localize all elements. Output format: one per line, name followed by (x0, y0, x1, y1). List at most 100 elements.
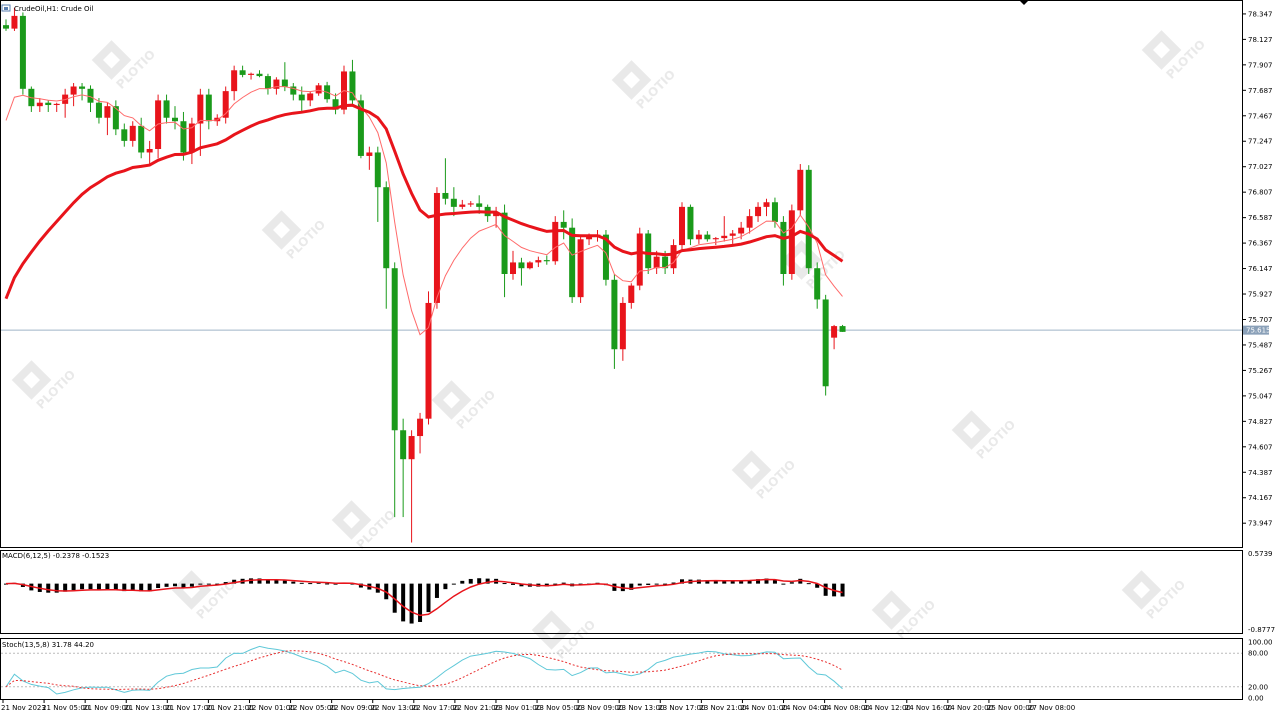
candle-body (138, 125, 145, 153)
candle-body (602, 234, 609, 280)
time-tick-label: 25 Nov 00:00 (987, 704, 1034, 712)
time-tick-label: 21 Nov 09:00 (83, 704, 130, 712)
time-tick-label: 21 Nov 21:00 (206, 704, 253, 712)
macd-bar (671, 582, 676, 584)
macd-bar (468, 578, 473, 584)
stoch-signal-line (5, 650, 843, 691)
price-tick-label: 74.607 (1248, 443, 1273, 451)
macd-bar (105, 583, 110, 590)
candle-body (560, 221, 567, 228)
candle-body (645, 233, 652, 269)
stoch-tick-label: 20.00 (1248, 683, 1268, 691)
candle-body (129, 125, 136, 141)
macd-bar (460, 580, 465, 584)
candle-body (518, 262, 525, 269)
candle-body (366, 152, 373, 156)
time-tick-label: 21 Nov 2023 (1, 704, 46, 712)
price-tick-label: 76.587 (1248, 214, 1273, 222)
candle-body (577, 239, 584, 298)
macd-bar (358, 583, 363, 588)
macd-bar (113, 583, 118, 591)
candle-body (763, 202, 770, 207)
macd-tick-label: 0.5739 (1248, 550, 1273, 558)
candle-body (408, 436, 415, 460)
price-tick-label: 77.027 (1248, 163, 1273, 171)
macd-bar (88, 583, 93, 590)
time-tick-label: 24 Nov 16:00 (905, 704, 952, 712)
time-tick-label: 22 Nov 13:00 (371, 704, 418, 712)
macd-bar (443, 583, 448, 590)
macd-bar (713, 580, 718, 584)
price-tick-label: 74.167 (1248, 494, 1273, 502)
macd-bar (409, 583, 414, 624)
macd-bar (71, 583, 76, 591)
candle-body (814, 268, 821, 300)
candle-body (831, 326, 838, 338)
time-tick-label: 27 Nov 08:00 (1028, 704, 1075, 712)
price-tick-label: 73.947 (1248, 520, 1273, 528)
macd-bar (401, 583, 406, 622)
macd-bar (815, 583, 820, 588)
candle-body (36, 102, 43, 107)
price-tick-label: 75.047 (1248, 392, 1273, 400)
price-tick-label: 76.807 (1248, 189, 1273, 197)
price-tick-label: 75.707 (1248, 316, 1273, 324)
candle-body (298, 94, 305, 101)
stoch-tick-label: 0.00 (1248, 695, 1264, 703)
current-price-tag (1243, 325, 1269, 335)
macd-bar (156, 583, 161, 589)
macd-pane-border (0, 550, 1243, 634)
candle-body (636, 233, 643, 286)
price-tick-label: 77.907 (1248, 61, 1273, 69)
candle-body (450, 198, 457, 207)
candle-body (619, 302, 626, 350)
macd-bar (308, 583, 313, 585)
candle-body (231, 70, 238, 92)
macd-bar (511, 583, 515, 585)
macd-bar (4, 583, 8, 585)
price-tick-label: 77.687 (1248, 87, 1273, 95)
candle-body (180, 121, 187, 153)
candle-body (248, 73, 255, 75)
time-tick-label: 23 Nov 21:00 (699, 704, 746, 712)
candle-body (729, 233, 736, 236)
macd-bar (325, 583, 330, 585)
candle-body (425, 302, 432, 419)
macd-bar (181, 583, 186, 588)
candle-body (172, 117, 178, 122)
candle-body (535, 260, 542, 263)
candle-body (476, 203, 483, 207)
macd-bar (789, 582, 794, 584)
macd-axis: 0.5739 -0.8777 (1248, 550, 1275, 634)
candle-body (839, 326, 846, 332)
scroll-arrow-icon[interactable] (1019, 0, 1029, 5)
macd-bar (418, 583, 423, 622)
candle-body (45, 102, 52, 106)
macd-bar (485, 578, 490, 584)
macd-bar (291, 581, 296, 584)
macd-bar (265, 579, 270, 584)
candle-body (459, 204, 466, 207)
macd-bar (747, 579, 752, 584)
candle-body (281, 79, 288, 87)
macd-bar (434, 583, 439, 598)
candle-body (155, 100, 162, 149)
candle-body (493, 212, 500, 217)
candle-body (197, 94, 204, 124)
stoch-pane-border (0, 638, 1243, 700)
time-tick-label: 24 Nov 12:00 (864, 704, 911, 712)
price-tick-label: 78.347 (1248, 10, 1273, 18)
candle-body (239, 70, 246, 75)
candle-body (112, 106, 119, 130)
candle-body (510, 262, 516, 274)
macd-bar (840, 583, 845, 597)
time-tick-label: 23 Nov 01:00 (494, 704, 541, 712)
time-tick-label: 21 Nov 17:00 (165, 704, 212, 712)
candle-body (19, 15, 26, 89)
macd-bar (198, 583, 203, 585)
macd-bar (756, 579, 761, 584)
macd-bar (629, 583, 634, 590)
